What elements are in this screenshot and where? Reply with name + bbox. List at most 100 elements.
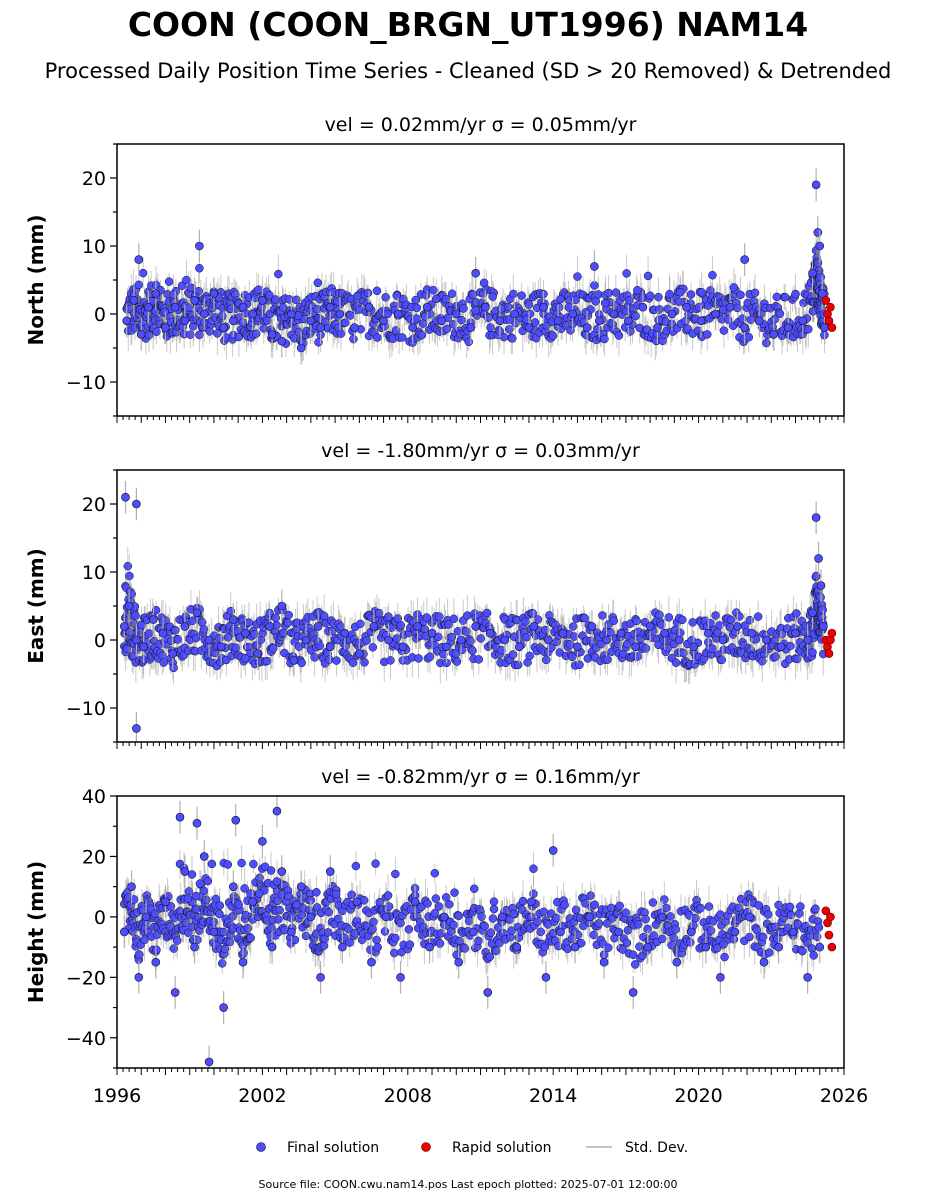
final-solution-point [173, 635, 183, 644]
final-solution-point [362, 636, 371, 645]
final-solution-point [600, 298, 610, 308]
final-solution-point [414, 654, 423, 663]
final-solution-point [505, 315, 514, 324]
final-solution-point [518, 896, 528, 906]
final-solution-point [344, 924, 353, 934]
final-solution-point [125, 627, 134, 637]
final-solution-point [581, 308, 591, 317]
final-solution-point [733, 622, 742, 631]
final-solution-point [396, 620, 406, 630]
final-solution-point [429, 286, 438, 295]
final-solution-point [310, 653, 319, 662]
final-solution-point [169, 290, 178, 300]
final-solution-point [696, 316, 706, 326]
final-solution-point [422, 302, 432, 312]
final-solution-point [437, 316, 447, 326]
final-solution-point [373, 333, 382, 342]
final-solution-point [717, 655, 727, 665]
final-solution-point [676, 287, 685, 297]
y-tick-label: 20 [82, 494, 106, 516]
final-solution-point [447, 632, 457, 642]
final-solution-point [500, 635, 510, 645]
final-solution-point [164, 277, 174, 286]
final-solution-point [277, 601, 287, 611]
final-solution-point [553, 316, 563, 326]
final-solution-point [740, 323, 749, 332]
final-solution-point [239, 948, 248, 958]
final-solution-point [602, 635, 611, 645]
final-solution-point [609, 309, 619, 319]
final-solution-point [654, 292, 663, 302]
final-solution-point [609, 616, 619, 626]
final-solution-point [548, 331, 558, 341]
plot-area [119, 796, 837, 1068]
final-solution-point [136, 330, 146, 339]
final-solution-point [517, 291, 526, 300]
final-solution-point [262, 656, 272, 666]
final-solution-point [573, 642, 582, 652]
final-solution-point [219, 323, 228, 332]
final-solution-point [798, 316, 808, 326]
final-solution-point [594, 290, 603, 299]
final-solution-point [444, 620, 453, 629]
final-solution-point [582, 323, 592, 332]
final-solution-point [558, 628, 568, 638]
final-solution-point [638, 302, 648, 312]
panel-title: vel = -0.82mm/yr σ = 0.16mm/yr [321, 766, 640, 788]
y-tick-label: 0 [94, 630, 106, 652]
y-tick-label: 10 [82, 562, 106, 584]
final-solution-point [129, 296, 139, 305]
final-solution-point [392, 634, 401, 643]
final-solution-point [186, 283, 195, 293]
final-solution-point [479, 278, 489, 288]
final-solution-point [477, 912, 486, 921]
final-solution-point [683, 324, 692, 333]
final-solution-point [495, 316, 505, 326]
final-solution-point [542, 655, 551, 665]
final-solution-point [202, 895, 211, 905]
final-solution-point [356, 619, 365, 629]
final-solution-point [456, 635, 466, 645]
final-solution-point [819, 622, 828, 631]
final-solution-point [611, 288, 621, 297]
final-solution-point [614, 331, 624, 340]
final-solution-point [273, 896, 282, 906]
final-solution-point [641, 644, 651, 653]
final-solution-point [447, 289, 457, 298]
final-solution-point [314, 338, 323, 347]
final-solution-point [199, 309, 209, 319]
final-solution-point [594, 316, 604, 326]
final-solution-point [292, 295, 301, 305]
final-solution-point [780, 292, 790, 302]
final-solution-point [633, 286, 642, 295]
final-solution-point [776, 642, 786, 652]
final-solution-point [460, 944, 470, 953]
final-solution-point [750, 288, 760, 298]
final-solution-point [671, 658, 681, 667]
final-solution-point [169, 944, 179, 953]
final-solution-point [808, 608, 817, 618]
final-solution-point [625, 296, 634, 305]
final-solution-point [241, 628, 250, 638]
final-solution-point [349, 334, 358, 344]
final-solution-point [205, 327, 215, 336]
final-solution-point [297, 658, 306, 668]
final-solution-point [762, 635, 771, 645]
final-solution-point [160, 307, 170, 317]
final-solution-point [131, 611, 140, 620]
final-solution-point [431, 894, 441, 903]
final-solution-point [359, 896, 369, 905]
final-solution-point [199, 625, 209, 634]
final-solution-point [384, 612, 393, 621]
final-solution-point [336, 329, 346, 338]
final-solution-point [771, 652, 781, 661]
final-solution-point [320, 934, 329, 944]
final-solution-point [708, 644, 717, 653]
final-solution-point [654, 315, 664, 325]
final-solution-point [249, 630, 259, 639]
final-solution-point [195, 330, 204, 340]
final-solution-point [346, 311, 355, 320]
final-solution-point [451, 309, 461, 319]
final-solution-point [231, 643, 241, 653]
y-axis-label: North (mm) [24, 214, 48, 345]
